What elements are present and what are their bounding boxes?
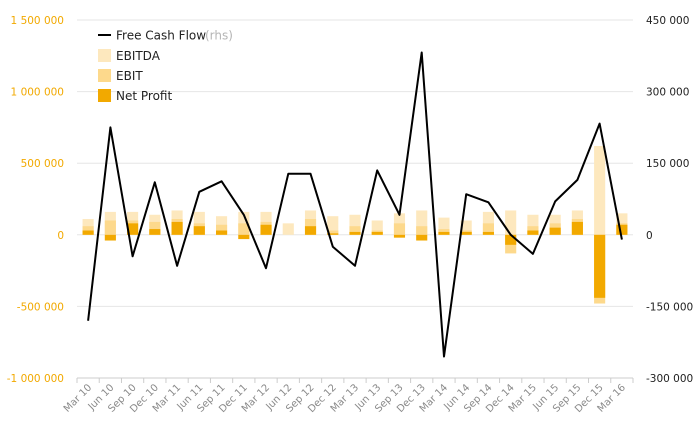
fcf-line-group	[87, 51, 623, 358]
bar-ebitda	[349, 214, 361, 235]
bar-net-profit	[127, 223, 139, 235]
bar-net-profit	[349, 231, 361, 235]
legend-note-fcf: (rhs)	[205, 29, 233, 43]
bar-net-profit	[82, 230, 94, 235]
y-left-tick-label: 500 000	[21, 158, 64, 170]
legend-label-ebit: EBIT	[116, 69, 143, 83]
legend-label-ebitda: EBITDA	[116, 49, 161, 63]
bar-ebitda	[416, 210, 428, 235]
bars	[82, 146, 628, 304]
bar-net-profit	[594, 234, 606, 298]
bar-net-profit	[216, 230, 228, 235]
y-right-tick-label: 300 000	[646, 87, 689, 99]
bar-net-profit	[438, 231, 450, 235]
fcf-line	[87, 51, 623, 358]
bar-net-profit	[304, 226, 317, 235]
bar-ebitda	[282, 223, 294, 235]
bar-net-profit	[327, 233, 339, 235]
bar-ebit	[149, 221, 161, 235]
legend-label-net-profit: Net Profit	[116, 89, 172, 103]
bar-ebit	[104, 220, 116, 235]
bar-net-profit	[260, 224, 272, 235]
bar-ebit	[216, 224, 228, 235]
bar-net-profit	[416, 234, 428, 241]
bar-net-profit	[460, 231, 472, 235]
bar-net-profit	[171, 221, 183, 235]
bar-ebitda	[505, 210, 517, 235]
bar-ebitda	[327, 216, 339, 235]
bar-net-profit	[371, 231, 383, 235]
legend-swatch-ebit	[98, 69, 111, 82]
y-right-tick-label: -150 000	[646, 301, 693, 313]
bar-ebit	[327, 230, 339, 235]
bar-ebitda	[438, 217, 450, 235]
bar-net-profit	[505, 234, 517, 245]
x-tick-label: Mar 10	[62, 382, 94, 414]
y-left-tick-label: 1 000 000	[11, 87, 64, 99]
y-left-tick-label: -1 000 000	[7, 373, 64, 385]
bar-net-profit	[549, 227, 561, 235]
y-right-tick-label: -300 000	[646, 373, 693, 385]
bar-ebit	[482, 223, 494, 235]
bar-net-profit	[482, 231, 494, 235]
bar-net-profit	[104, 234, 116, 241]
y-left-tick-label: 1 500 000	[11, 15, 64, 27]
bar-net-profit	[616, 224, 628, 235]
bar-ebit	[238, 223, 250, 235]
bar-net-profit	[527, 230, 539, 235]
legend-swatch-ebitda	[98, 49, 111, 62]
bar-ebit	[349, 226, 361, 235]
y-right-tick-label: 450 000	[646, 15, 689, 27]
bar-ebit	[416, 226, 428, 235]
bar-net-profit	[571, 221, 583, 235]
bar-net-profit	[193, 226, 205, 235]
bar-ebit	[393, 223, 406, 235]
bar-ebitda	[527, 214, 539, 235]
bar-net-profit	[238, 234, 250, 240]
y-right-tick-label: 0	[646, 230, 653, 242]
y-left-tick-label: 0	[57, 230, 64, 242]
bar-ebitda	[594, 146, 606, 235]
y-right-tick-label: 150 000	[646, 158, 689, 170]
bar-net-profit	[393, 234, 406, 238]
legend: Free Cash Flow (rhs) EBITDA EBIT Net Pro…	[98, 29, 233, 103]
bar-net-profit	[149, 229, 161, 235]
grid-lines	[77, 19, 633, 379]
bar-ebitda	[371, 220, 383, 235]
legend-label-fcf: Free Cash Flow	[116, 29, 206, 43]
bar-ebitda	[460, 220, 472, 235]
legend-swatch-net-profit	[98, 89, 111, 102]
y-left-tick-label: -500 000	[17, 301, 64, 313]
